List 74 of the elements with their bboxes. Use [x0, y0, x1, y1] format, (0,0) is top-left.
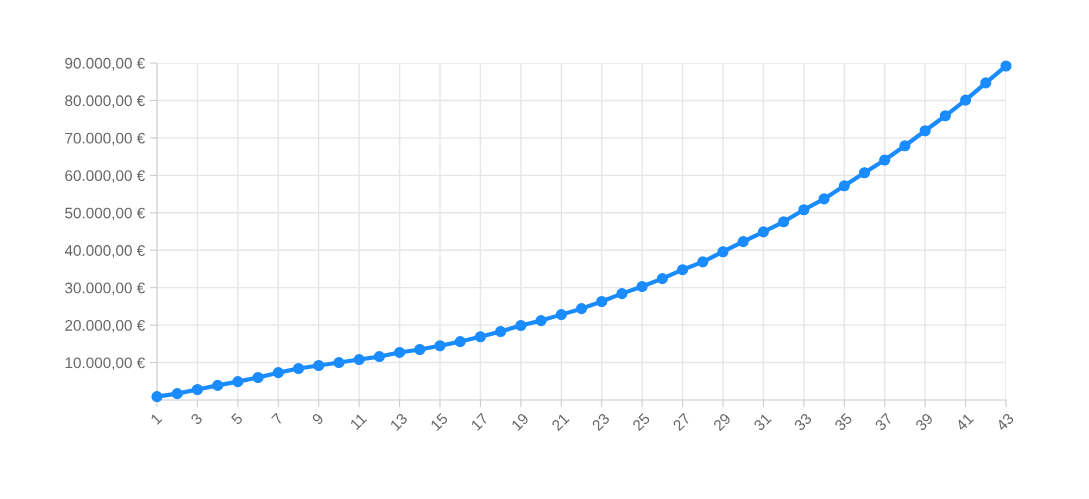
point [434, 340, 446, 352]
x-tick-label: 7 [271, 412, 284, 426]
point [899, 140, 911, 152]
x-tick-label: 27 [672, 412, 691, 432]
point [616, 288, 628, 300]
x-tick-label: 11 [349, 412, 368, 431]
point [272, 367, 284, 379]
point [879, 154, 891, 166]
x-tick-label: 33 [793, 412, 813, 432]
point [838, 180, 850, 192]
x-tick-label: 17 [470, 412, 489, 431]
point [960, 94, 972, 106]
x-tick-label: 43 [995, 412, 1015, 432]
y-tick-label: 60.000,00 € [65, 170, 145, 183]
point [858, 167, 871, 179]
y-tick-label: 20.000,00 € [65, 319, 145, 333]
point [232, 376, 244, 388]
point [575, 303, 588, 315]
x-tick-label: 35 [833, 412, 853, 432]
point [939, 110, 951, 122]
point [171, 388, 183, 400]
point [555, 309, 567, 321]
point [919, 125, 931, 137]
point [535, 315, 547, 327]
point [292, 362, 305, 375]
point [757, 226, 769, 238]
y-tick-label: 70.000,00 € [65, 132, 145, 146]
point [333, 356, 345, 369]
y-tick-label: 10.000,00 € [65, 357, 145, 371]
point [515, 319, 527, 332]
x-tick-label: 15 [430, 412, 449, 431]
point [151, 391, 163, 403]
point [373, 351, 385, 363]
point [980, 77, 992, 89]
x-tick-label: 31 [753, 412, 772, 432]
x-tick-label: 37 [874, 412, 894, 432]
y-tick-label: 50.000,00 € [65, 207, 145, 221]
point [454, 336, 466, 348]
x-tick-label: 3 [190, 412, 203, 426]
point [212, 379, 224, 391]
x-tick-label: 23 [591, 412, 611, 432]
point [414, 343, 426, 356]
point [818, 193, 830, 205]
point [596, 295, 608, 308]
point [697, 256, 709, 268]
point [717, 246, 729, 258]
point [495, 325, 507, 338]
x-tick-label: 39 [914, 412, 934, 432]
point [394, 346, 406, 359]
x-tick-label: 41 [955, 412, 974, 432]
y-tick-label: 40.000,00 € [64, 245, 145, 258]
point [798, 204, 810, 216]
point [778, 216, 790, 228]
point [737, 236, 749, 248]
x-tick-label: 21 [551, 412, 570, 432]
point [1000, 60, 1012, 72]
y-tick-label: 90.000,00 € [65, 57, 145, 71]
x-tick-label: 9 [311, 412, 325, 426]
point [252, 371, 264, 384]
point [677, 264, 689, 276]
point [353, 354, 365, 366]
x-tick-label: 5 [230, 412, 244, 426]
point [191, 383, 203, 396]
x-tick-label: 13 [389, 412, 409, 431]
x-tick-label: 1 [150, 412, 163, 425]
x-tick-label: 19 [510, 412, 530, 431]
point [636, 280, 648, 293]
y-tick-label: 80.000,00 € [65, 95, 145, 108]
y-tick-label: 30.000,00 € [65, 282, 145, 296]
x-tick-label: 25 [631, 412, 651, 432]
point [474, 331, 486, 343]
point [656, 273, 668, 285]
point [313, 359, 325, 372]
x-tick-label: 29 [712, 412, 732, 432]
